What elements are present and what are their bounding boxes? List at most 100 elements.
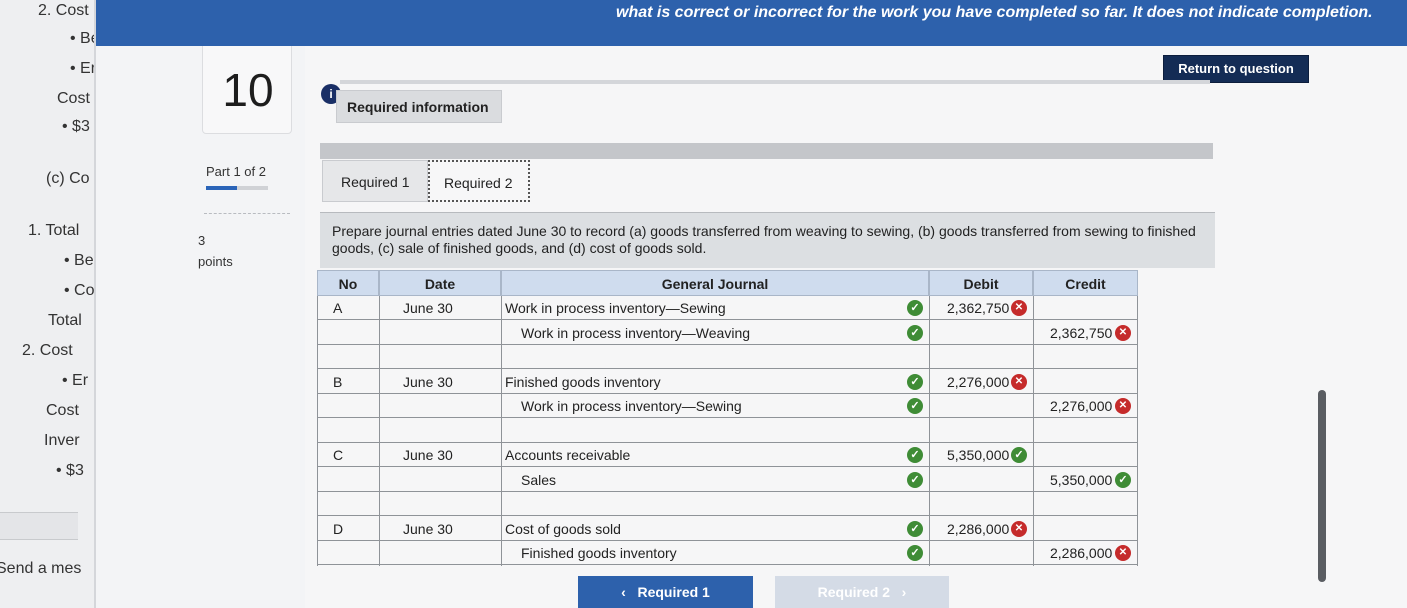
progress-track [340, 80, 1210, 84]
message-box[interactable] [0, 512, 78, 540]
points-value: 3 [198, 233, 206, 248]
grid-line [929, 296, 930, 566]
points: 3 points [198, 230, 233, 272]
question-number-box: 10 [202, 38, 292, 134]
check-icon: ✓ [1011, 447, 1027, 463]
debit-cell[interactable]: 2,276,000 [947, 373, 1010, 390]
row-number: C [333, 447, 344, 463]
left-item: Cost [46, 402, 79, 419]
header-date: Date [379, 270, 501, 296]
main-panel [305, 46, 1407, 608]
left-item: Total [48, 312, 82, 329]
grid-line [317, 296, 318, 566]
send-message-link[interactable]: Send a mes [0, 560, 82, 577]
account-cell[interactable]: Work in process inventory—Sewing [521, 398, 742, 414]
left-item: • $3 [62, 118, 90, 135]
account-cell[interactable]: Work in process inventory—Sewing [505, 300, 726, 316]
credit-cell[interactable]: 5,350,000 [1050, 471, 1113, 488]
grid-line [379, 296, 380, 566]
left-item: 1. Total [28, 222, 80, 239]
debit-cell[interactable]: 2,362,750 [947, 300, 1010, 316]
table-row: Finished goods inventory 2,286,000 ✓ ✕ [317, 541, 1138, 565]
row-number: A [333, 300, 343, 316]
check-icon: ✓ [907, 471, 923, 488]
table-row: D June 30 Cost of goods sold 2,286,000 ✓ ✕ [317, 517, 1138, 541]
part-label: Part 1 of 2 [206, 164, 266, 179]
section-band [320, 143, 1213, 159]
instruction-box: Prepare journal entries dated June 30 to… [320, 212, 1215, 268]
tab-required-1[interactable]: Required 1 [322, 160, 428, 202]
check-icon: ✓ [907, 447, 923, 463]
grid-line [501, 296, 502, 566]
grid-line [1137, 296, 1138, 566]
x-icon: ✕ [1011, 520, 1027, 537]
next-label: Required 2 [817, 584, 890, 600]
chevron-right-icon: › [901, 584, 907, 600]
left-item: • Be [70, 30, 94, 47]
previous-label: Required 1 [637, 584, 710, 600]
account-cell[interactable]: Sales [521, 471, 557, 488]
part-progress-bar [206, 186, 268, 190]
part-progress-fill [206, 186, 237, 190]
points-label: points [198, 254, 233, 269]
table-row [317, 492, 1138, 516]
left-item: • Co [64, 282, 95, 299]
check-icon: ✓ [907, 545, 923, 561]
row-number: D [333, 520, 344, 537]
banner-text: what is correct or incorrect for the wor… [616, 4, 1373, 21]
left-item: 2. Cost [38, 2, 89, 19]
return-to-question-button[interactable]: Return to question [1163, 55, 1309, 83]
previous-required-button[interactable]: ‹ Required 1 [578, 576, 753, 608]
tab-required-2[interactable]: Required 2 [428, 160, 530, 202]
next-required-button[interactable]: Required 2 › [775, 576, 949, 608]
header-credit: Credit [1033, 270, 1138, 296]
credit-cell[interactable]: 2,362,750 [1050, 324, 1113, 341]
left-item: 2. Cost [22, 342, 73, 359]
account-cell[interactable]: Finished goods inventory [505, 373, 661, 390]
header-no: No [317, 270, 379, 296]
question-info-column: 10 Part 1 of 2 3 points [96, 0, 320, 608]
header-debit: Debit [929, 270, 1033, 296]
header-general-journal: General Journal [501, 270, 929, 296]
date-cell[interactable]: June 30 [403, 373, 453, 390]
x-icon: ✕ [1115, 324, 1131, 341]
left-item: Cost [57, 90, 90, 107]
row-number: B [333, 373, 343, 390]
check-icon: ✓ [907, 324, 923, 341]
account-cell[interactable]: Finished goods inventory [521, 545, 677, 561]
debit-cell[interactable]: 2,286,000 [947, 520, 1010, 537]
instruction-text: Prepare journal entries dated June 30 to… [332, 223, 1196, 256]
credit-cell[interactable]: 2,276,000 [1050, 398, 1113, 414]
table-row: Sales 5,350,000 ✓ ✓ [317, 468, 1138, 492]
left-panel: 2. Cost • Be • Er Cost • $3 (c) Co 1. To… [0, 0, 96, 608]
table-row [317, 419, 1138, 443]
scrollbar[interactable] [1318, 390, 1326, 582]
account-cell[interactable]: Work in process inventory—Weaving [521, 324, 751, 341]
table-row [317, 345, 1138, 369]
date-cell[interactable]: June 30 [403, 300, 453, 316]
question-number: 10 [222, 64, 274, 116]
grid-line [1033, 296, 1034, 566]
x-icon: ✕ [1115, 545, 1131, 561]
table-row: Work in process inventory—Sewing 2,276,00… [317, 394, 1138, 418]
required-information-tab[interactable]: Required information [336, 90, 502, 123]
check-icon: ✓ [907, 373, 923, 390]
check-icon: ✓ [907, 398, 923, 414]
left-item: • Er [70, 60, 96, 77]
debit-cell[interactable]: 5,350,000 [947, 447, 1010, 463]
check-icon: ✓ [907, 520, 923, 537]
left-item: • Be [64, 252, 94, 269]
account-cell[interactable]: Accounts receivable [505, 447, 631, 463]
left-item: Inver [44, 432, 80, 449]
credit-cell[interactable]: 2,286,000 [1050, 545, 1113, 561]
check-icon: ✓ [907, 300, 923, 316]
date-cell[interactable]: June 30 [403, 520, 453, 537]
chevron-left-icon: ‹ [621, 584, 626, 600]
account-cell[interactable]: Cost of goods sold [505, 520, 621, 537]
journal-table: No Date General Journal Debit Credit A Ju… [317, 270, 1138, 566]
date-cell[interactable]: June 30 [403, 447, 453, 463]
divider [204, 213, 290, 214]
left-item: • Er [62, 372, 89, 389]
feedback-banner: what is correct or incorrect for the wor… [96, 0, 1407, 46]
table-row: A June 30 Work in process inventory—Sewing… [317, 296, 1138, 320]
